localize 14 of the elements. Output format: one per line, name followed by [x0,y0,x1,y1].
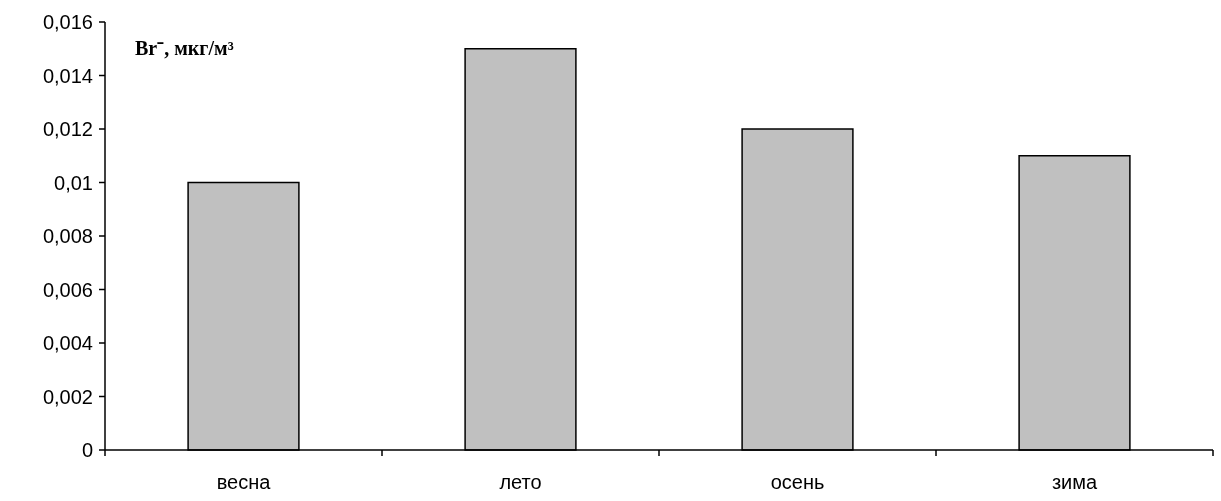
x-tick-label: осень [770,471,825,493]
y-tick-label: 0,004 [42,332,93,354]
x-tick-label: лето [499,471,542,493]
y-tick-label: 0,002 [42,385,93,408]
x-tick-label: зима [1051,471,1098,493]
y-axis-title: Br⁻, мкг/м³ [135,37,234,59]
y-tick-label: 0,014 [42,64,93,87]
y-tick-label: 0,012 [42,118,93,140]
y-tick-label: 0,008 [42,225,93,247]
y-tick-label: 0 [81,439,93,461]
y-tick-label: 0,006 [42,278,93,301]
y-tick-label: 0,01 [54,171,93,194]
y-tick-label: 0,016 [42,11,93,33]
x-tick-label: весна [216,471,272,493]
